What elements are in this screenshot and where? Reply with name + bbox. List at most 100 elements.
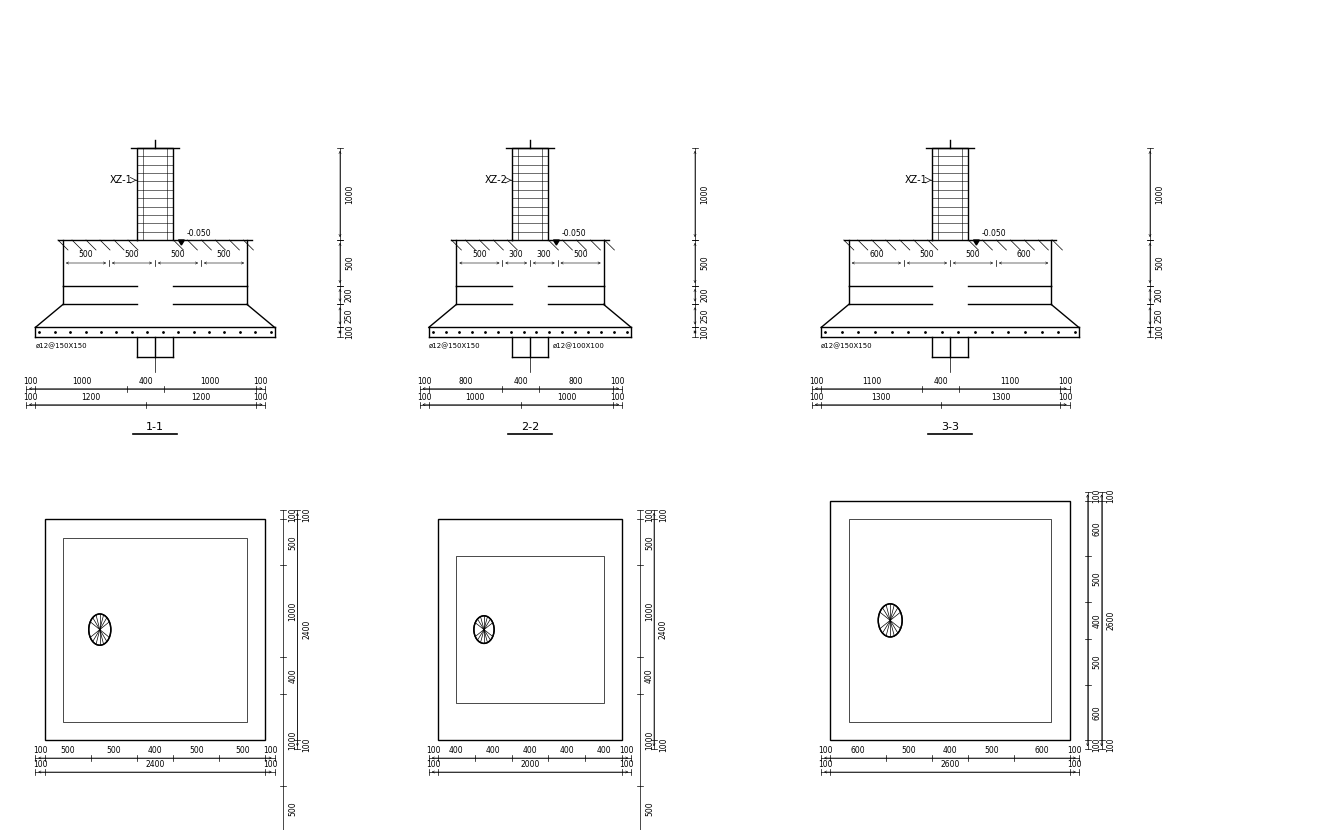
Text: 100: 100 (263, 760, 277, 769)
Text: 400: 400 (933, 377, 948, 386)
Text: 500: 500 (288, 535, 297, 549)
Text: 1200: 1200 (192, 393, 211, 402)
Text: 1000: 1000 (645, 602, 655, 621)
Text: 500: 500 (1154, 256, 1164, 271)
Text: 100: 100 (253, 377, 268, 386)
Text: 600: 600 (1034, 746, 1049, 755)
Text: 100: 100 (645, 507, 655, 522)
Text: 400: 400 (288, 668, 297, 683)
Text: 100: 100 (1106, 489, 1116, 504)
Text: 100: 100 (417, 393, 432, 402)
Text: 100: 100 (427, 760, 441, 769)
Text: 1000: 1000 (465, 393, 484, 402)
Text: 400: 400 (487, 746, 500, 755)
Text: 1000: 1000 (345, 184, 355, 203)
Bar (63, 538, 247, 721)
Text: 100: 100 (818, 746, 833, 755)
Text: 600: 600 (1093, 706, 1101, 720)
Text: 100: 100 (809, 377, 824, 386)
Text: ø12@100X100: ø12@100X100 (552, 343, 604, 349)
Bar (44, 520, 265, 740)
Text: 2600: 2600 (1106, 611, 1116, 630)
Text: 100: 100 (659, 507, 668, 522)
Text: 300: 300 (509, 250, 524, 259)
Text: 100: 100 (303, 507, 312, 522)
Text: 100: 100 (345, 325, 355, 339)
Text: 400: 400 (1093, 613, 1101, 627)
Text: 500: 500 (107, 746, 121, 755)
Text: 100: 100 (1093, 489, 1101, 504)
Text: ø12@150X150: ø12@150X150 (36, 343, 87, 349)
Text: 400: 400 (139, 377, 153, 386)
Text: 200: 200 (1154, 288, 1164, 302)
Text: 800: 800 (459, 377, 473, 386)
Text: 100: 100 (818, 760, 833, 769)
Text: 500: 500 (645, 535, 655, 549)
Text: 1000: 1000 (200, 377, 220, 386)
Text: 500: 500 (700, 256, 709, 271)
Text: 500: 500 (1093, 655, 1101, 669)
Text: 500: 500 (60, 746, 75, 755)
Text: 1000: 1000 (557, 393, 576, 402)
Text: 600: 600 (1093, 521, 1101, 535)
Text: 1200: 1200 (81, 393, 100, 402)
Ellipse shape (473, 616, 495, 643)
Text: 100: 100 (303, 737, 312, 752)
Text: 500: 500 (573, 250, 588, 259)
Text: 2400: 2400 (303, 620, 312, 639)
Text: 500: 500 (965, 250, 980, 259)
Text: ø12@150X150: ø12@150X150 (429, 343, 480, 349)
Text: 100: 100 (1058, 393, 1072, 402)
Text: 400: 400 (148, 746, 163, 755)
Text: 100: 100 (417, 377, 432, 386)
Text: 400: 400 (523, 746, 537, 755)
Text: 400: 400 (449, 746, 464, 755)
Text: 100: 100 (620, 746, 635, 755)
Text: XZ-1: XZ-1 (905, 175, 928, 185)
Text: 100: 100 (700, 325, 709, 339)
Text: 100: 100 (263, 746, 277, 755)
Text: 100: 100 (620, 760, 635, 769)
Text: 100: 100 (611, 377, 625, 386)
Text: 100: 100 (1058, 377, 1072, 386)
Text: 1000: 1000 (288, 730, 297, 749)
Text: 2-2: 2-2 (521, 422, 539, 432)
Text: 500: 500 (472, 250, 487, 259)
Text: 500: 500 (645, 802, 655, 817)
Text: 200: 200 (700, 288, 709, 302)
Text: 400: 400 (645, 668, 655, 683)
Text: 600: 600 (1016, 250, 1030, 259)
Text: XZ-1: XZ-1 (109, 175, 132, 185)
Text: 100: 100 (288, 507, 297, 522)
Text: 400: 400 (513, 377, 528, 386)
Text: 500: 500 (288, 802, 297, 817)
Text: 250: 250 (1154, 309, 1164, 323)
Text: 250: 250 (700, 309, 709, 323)
Text: 500: 500 (79, 250, 93, 259)
Text: ø12@150X150: ø12@150X150 (821, 343, 873, 349)
Text: 500: 500 (984, 746, 998, 755)
Text: 100: 100 (809, 393, 824, 402)
Bar (439, 520, 623, 740)
Polygon shape (179, 240, 184, 245)
Text: 500: 500 (345, 256, 355, 271)
Text: 2400: 2400 (659, 620, 668, 639)
Text: XZ-2: XZ-2 (485, 175, 508, 185)
Text: 2400: 2400 (145, 760, 165, 769)
Text: 1100: 1100 (1000, 377, 1020, 386)
Text: 100: 100 (1066, 746, 1081, 755)
Text: 1000: 1000 (288, 602, 297, 621)
Text: 100: 100 (24, 377, 39, 386)
Text: 600: 600 (850, 746, 865, 755)
Polygon shape (553, 240, 560, 245)
Text: 400: 400 (942, 746, 957, 755)
Text: 100: 100 (33, 760, 47, 769)
Text: 100: 100 (1154, 325, 1164, 339)
Text: 3-3: 3-3 (941, 422, 958, 432)
Text: 1000: 1000 (700, 184, 709, 203)
Text: 300: 300 (536, 250, 551, 259)
Text: 500: 500 (901, 746, 916, 755)
Text: 250: 250 (345, 309, 355, 323)
Text: 100: 100 (611, 393, 625, 402)
Text: 2000: 2000 (520, 760, 540, 769)
